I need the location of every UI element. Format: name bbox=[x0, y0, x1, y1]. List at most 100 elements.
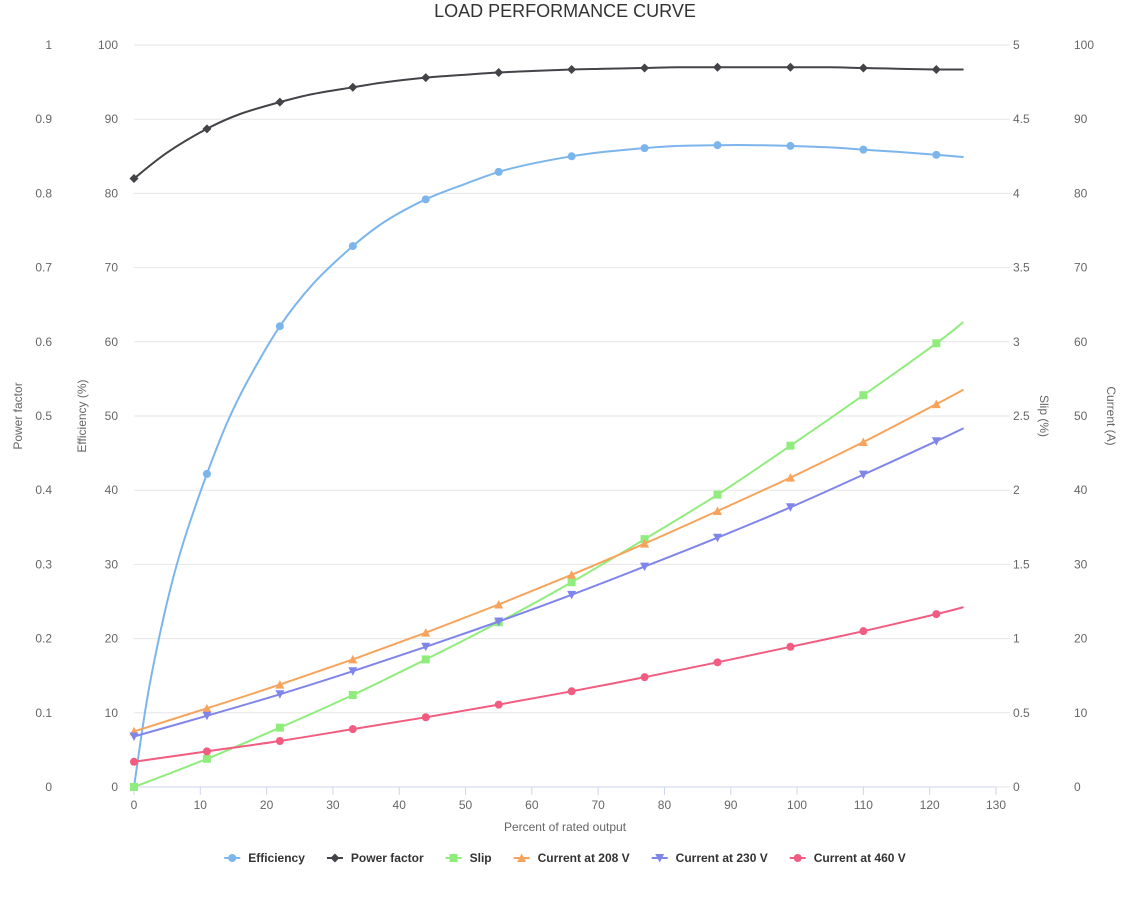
slip-tick-label: 1 bbox=[1013, 632, 1020, 646]
current-at-460-v-point bbox=[348, 725, 357, 734]
power-factor-point bbox=[858, 63, 868, 73]
series-power-factor bbox=[129, 62, 964, 184]
legend-item-current-at-208-v[interactable]: Current at 208 V bbox=[513, 851, 630, 865]
current-tick-label: 30 bbox=[1074, 557, 1088, 571]
series-current-at-230-v bbox=[129, 427, 964, 742]
efficiency-tick-label: 40 bbox=[105, 483, 119, 497]
current-at-460-v-point bbox=[494, 700, 503, 709]
efficiency-point bbox=[932, 150, 941, 159]
series-efficiency bbox=[130, 141, 964, 791]
legend-label: Current at 208 V bbox=[538, 851, 630, 865]
power-factor-point bbox=[275, 97, 285, 107]
current-at-460-v-point bbox=[713, 658, 722, 667]
efficiency-tick-label: 60 bbox=[105, 335, 119, 349]
power-factor-tick-label: 0.7 bbox=[35, 261, 52, 275]
legend-label: Current at 230 V bbox=[676, 851, 768, 865]
legend-symbol bbox=[330, 853, 340, 863]
legend-symbol bbox=[655, 854, 665, 863]
x-tick-label: 70 bbox=[591, 798, 605, 812]
efficiency-tick-label: 50 bbox=[105, 409, 119, 423]
legend-item-power-factor[interactable]: Power factor bbox=[326, 851, 424, 865]
efficiency-tick-label: 10 bbox=[105, 706, 119, 720]
current-tick-label: 70 bbox=[1074, 261, 1088, 275]
slip-tick-label: 0 bbox=[1013, 780, 1020, 794]
legend-label: Power factor bbox=[351, 851, 424, 865]
power-factor-point bbox=[494, 67, 504, 77]
x-tick-label: 50 bbox=[459, 798, 473, 812]
power-factor-line bbox=[133, 66, 964, 180]
x-axis-title: Percent of rated output bbox=[504, 820, 627, 834]
power-factor-tick-label: 1 bbox=[45, 38, 52, 52]
legend-symbol bbox=[228, 854, 237, 862]
current-tick-label: 60 bbox=[1074, 335, 1088, 349]
slip-tick-label: 4.5 bbox=[1013, 112, 1030, 126]
current-tick-label: 10 bbox=[1074, 706, 1088, 720]
legend-item-current-at-460-v[interactable]: Current at 460 V bbox=[789, 851, 906, 865]
power-factor-tick-label: 0.6 bbox=[35, 335, 52, 349]
efficiency-point bbox=[275, 322, 284, 331]
current-at-460-v-point bbox=[932, 610, 941, 619]
current-tick-label: 50 bbox=[1074, 409, 1088, 423]
current-at-208-v-point bbox=[348, 654, 358, 664]
power-factor-point bbox=[129, 174, 139, 184]
current-at-208-v-point bbox=[931, 399, 941, 409]
power-factor-point bbox=[421, 73, 431, 83]
current-at-230-v-point bbox=[640, 562, 650, 572]
x-tick-label: 90 bbox=[724, 798, 738, 812]
slip-point bbox=[421, 655, 430, 664]
efficiency-point bbox=[567, 152, 576, 161]
current-at-208-v-point bbox=[640, 539, 650, 548]
legend-label: Slip bbox=[470, 851, 492, 865]
power-factor-point bbox=[785, 62, 795, 72]
efficiency-point bbox=[786, 141, 795, 150]
power-factor-point bbox=[567, 64, 577, 74]
slip-tick-label: 4 bbox=[1013, 186, 1020, 200]
legend-item-slip[interactable]: Slip bbox=[445, 851, 492, 865]
x-tick-label: 30 bbox=[326, 798, 340, 812]
power-factor-tick-label: 0 bbox=[45, 780, 52, 794]
x-tick-label: 80 bbox=[658, 798, 672, 812]
x-tick-label: 40 bbox=[393, 798, 407, 812]
current-at-460-v-point bbox=[202, 747, 211, 756]
series-layer bbox=[129, 62, 964, 791]
current-at-208-v-point bbox=[494, 599, 504, 609]
power-factor-tick-label: 0.2 bbox=[35, 632, 52, 646]
efficiency-point bbox=[202, 469, 211, 478]
power-factor-point bbox=[202, 124, 212, 134]
power-factor-axis-title: Power factor bbox=[11, 382, 25, 449]
slip-tick-label: 5 bbox=[1013, 38, 1020, 52]
legend-item-efficiency[interactable]: Efficiency bbox=[224, 851, 305, 865]
legend-label: Current at 460 V bbox=[814, 851, 906, 865]
current-tick-label: 80 bbox=[1074, 186, 1088, 200]
current-at-208-v-point bbox=[858, 437, 868, 446]
power-factor-tick-label: 0.9 bbox=[35, 112, 52, 126]
current-at-460-v-point bbox=[275, 736, 284, 745]
current-at-230-v-point bbox=[858, 470, 868, 480]
efficiency-tick-label: 0 bbox=[111, 780, 118, 794]
power-factor-tick-label: 0.1 bbox=[35, 706, 52, 720]
efficiency-tick-label: 70 bbox=[105, 261, 119, 275]
series-slip bbox=[130, 321, 964, 791]
legend-symbol bbox=[449, 854, 458, 862]
chart-title: LOAD PERFORMANCE CURVE bbox=[434, 1, 696, 21]
current-tick-label: 40 bbox=[1074, 483, 1088, 497]
current-tick-label: 20 bbox=[1074, 632, 1088, 646]
x-tick-label: 10 bbox=[194, 798, 208, 812]
current-at-230-v-point bbox=[713, 533, 723, 543]
slip-point bbox=[130, 783, 138, 791]
efficiency-tick-label: 30 bbox=[105, 557, 119, 571]
current-tick-label: 90 bbox=[1074, 112, 1088, 126]
slip-point bbox=[859, 391, 868, 400]
x-tick-label: 20 bbox=[260, 798, 274, 812]
slip-point bbox=[348, 690, 357, 699]
power-factor-point bbox=[713, 62, 723, 72]
legend-symbol bbox=[517, 853, 527, 862]
current-at-208-v-point bbox=[713, 506, 723, 515]
current-at-208-v-point bbox=[567, 570, 577, 579]
current-at-230-v-point bbox=[494, 617, 504, 627]
x-tick-label: 60 bbox=[525, 798, 539, 812]
efficiency-point bbox=[640, 144, 649, 153]
legend-item-current-at-230-v[interactable]: Current at 230 V bbox=[651, 851, 768, 865]
slip-point bbox=[786, 441, 795, 450]
